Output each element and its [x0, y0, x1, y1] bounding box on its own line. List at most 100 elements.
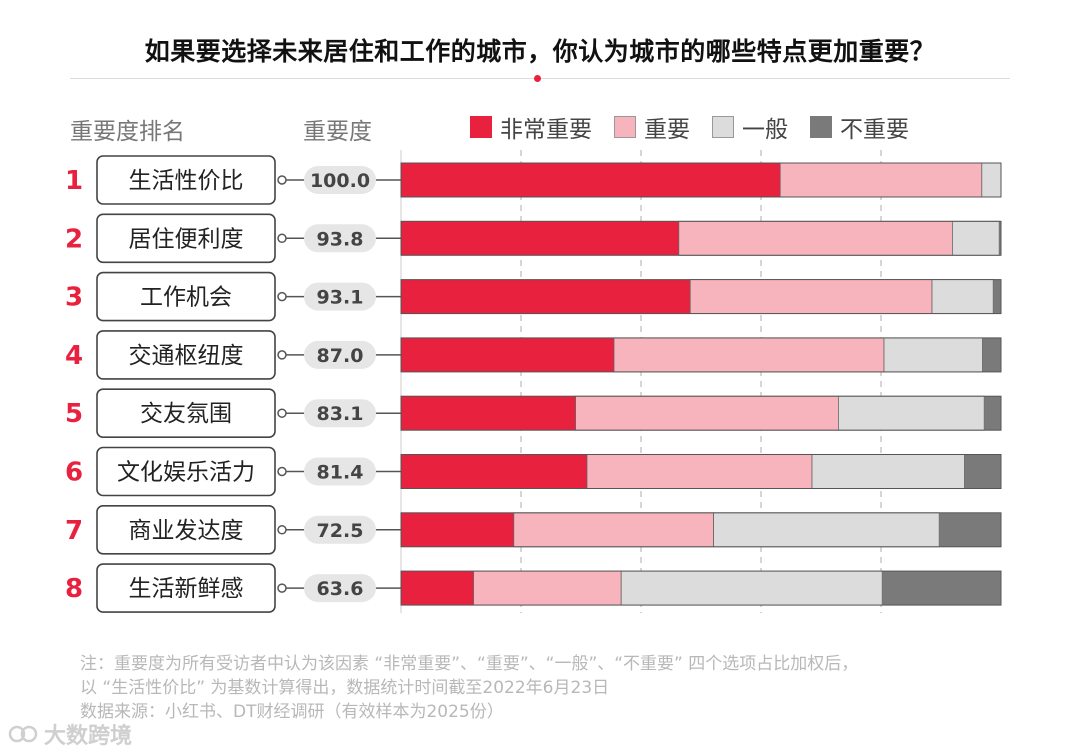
bar-segment-not-important: [984, 396, 1001, 431]
category-box: [96, 271, 276, 322]
score-value: 100.0: [310, 170, 370, 192]
bar-segment-important: [473, 570, 622, 606]
bar-segment-not-important: [982, 337, 1001, 372]
bar-segment-average: [620, 570, 883, 606]
bar-segment-very-important: [401, 279, 691, 314]
legend-swatch: [470, 116, 492, 138]
connector-dot: [277, 525, 287, 535]
bar-outline: [400, 570, 1002, 606]
bar-segment-important: [779, 162, 983, 198]
rank-number: 2: [65, 224, 83, 254]
category-label: 交通枢纽度: [129, 343, 244, 369]
bar-segment-very-important: [401, 396, 576, 431]
category-box: [96, 213, 276, 264]
connector-dot: [277, 583, 287, 593]
category-label: 商业发达度: [129, 518, 244, 544]
bar-segment-not-important: [964, 454, 1001, 489]
bar-segment-very-important: [401, 337, 614, 372]
legend-label: 重要: [644, 117, 690, 143]
bar-segment-not-important: [882, 571, 1001, 606]
category-label: 文化娱乐活力: [117, 460, 255, 486]
bar-segment-average: [883, 337, 983, 373]
score-value: 83.1: [317, 403, 364, 425]
score-pill: [304, 399, 376, 428]
rank-number: 5: [65, 399, 83, 429]
watermark: 大数跨境: [8, 720, 133, 749]
bar-segment-very-important: [401, 512, 514, 547]
legend-label: 不重要: [840, 117, 909, 143]
category-box: [96, 446, 276, 497]
bar-segment-important: [689, 279, 933, 315]
bar-segment-average: [713, 512, 940, 548]
bar-outline: [400, 337, 1002, 373]
score-pill: [304, 515, 376, 544]
connector-dot: [277, 175, 287, 185]
footnote: 注：重要度为所有受访者中认为该因素 “非常重要”、“重要”、“一般”、“不重要”…: [80, 652, 1060, 724]
category-label: 交友氛围: [140, 401, 232, 427]
rank-number: 6: [65, 458, 83, 488]
bar-segment-average: [952, 220, 1000, 256]
category-label: 生活性价比: [129, 168, 244, 194]
bar-segment-not-important: [999, 221, 1001, 256]
score-value: 93.1: [317, 287, 364, 309]
score-value: 93.8: [317, 228, 364, 250]
connector-dot: [277, 408, 287, 418]
bar-segment-important: [586, 454, 813, 489]
bar-segment-important: [613, 337, 885, 373]
bar-segment-important: [678, 220, 953, 256]
category-label: 工作机会: [140, 285, 232, 311]
watermark-text: 大数跨境: [44, 724, 133, 749]
legend-label: 非常重要: [500, 117, 592, 143]
chart-title: 如果要选择未来居住和工作的城市，你认为城市的哪些特点更加重要？: [144, 37, 936, 66]
bar-outline: [400, 395, 1002, 431]
category-label: 居住便利度: [129, 226, 244, 252]
category-box: [96, 155, 276, 205]
bar-segment-important: [575, 395, 839, 431]
connector-dot: [277, 466, 287, 477]
bar-segment-very-important: [401, 571, 474, 606]
bar-segment-average: [811, 454, 965, 489]
bar-segment-important: [513, 512, 714, 548]
legend-item-very-important: 非常重要: [470, 110, 592, 144]
legend-item-not-important: 不重要: [810, 110, 909, 144]
score-value: 87.0: [317, 345, 364, 367]
rank-number: 3: [65, 283, 83, 313]
source-line: 数据来源：小红书、DT财经调研（有效样本为2025份）: [80, 702, 504, 722]
legend: 非常重要 重要 一般 不重要: [470, 110, 990, 144]
connector-dot: [277, 291, 287, 302]
connector-dot: [277, 233, 287, 244]
category-box: [96, 563, 276, 613]
bar-outline: [400, 220, 1002, 256]
legend-item-important: 重要: [614, 110, 690, 144]
bar-outline: [400, 279, 1002, 315]
stacked-bar-chart: 1 生活性价比 100.0 2 居住便利度 93.8 3 工作机会 93.1 4 交通枢纽度 87.0…: [65, 150, 1002, 614]
score-value: 63.6: [317, 578, 364, 600]
bar-outline: [400, 162, 1002, 198]
score-pill: [304, 282, 376, 311]
score-pill: [304, 166, 376, 194]
score-column-header: 重要度: [303, 119, 372, 145]
bar-segment-not-important: [939, 512, 1001, 547]
rank-column-header: 重要度排名: [70, 119, 185, 145]
legend-item-average: 一般: [712, 110, 788, 144]
bar-outline: [400, 454, 1002, 489]
bar-segment-very-important: [401, 163, 781, 197]
score-pill: [304, 340, 376, 369]
bar-segment-average: [838, 395, 985, 431]
score-pill: [304, 224, 376, 253]
category-label: 生活新鲜感: [129, 576, 244, 602]
connector-dot: [277, 350, 287, 360]
rank-number: 4: [65, 341, 83, 371]
bar-segment-very-important: [401, 454, 587, 489]
score-pill: [304, 574, 376, 603]
legend-swatch: [810, 116, 832, 138]
legend-label: 一般: [742, 117, 788, 143]
score-value: 81.4: [317, 462, 364, 484]
footnote-line: 注：重要度为所有受访者中认为该因素 “非常重要”、“重要”、“一般”、“不重要”…: [80, 654, 859, 674]
score-pill: [304, 457, 376, 486]
bar-segment-very-important: [401, 221, 679, 256]
bar-segment-average: [981, 162, 1002, 198]
bar-segment-average: [931, 279, 994, 315]
rank-number: 8: [65, 574, 83, 604]
rank-number: 1: [65, 166, 83, 196]
